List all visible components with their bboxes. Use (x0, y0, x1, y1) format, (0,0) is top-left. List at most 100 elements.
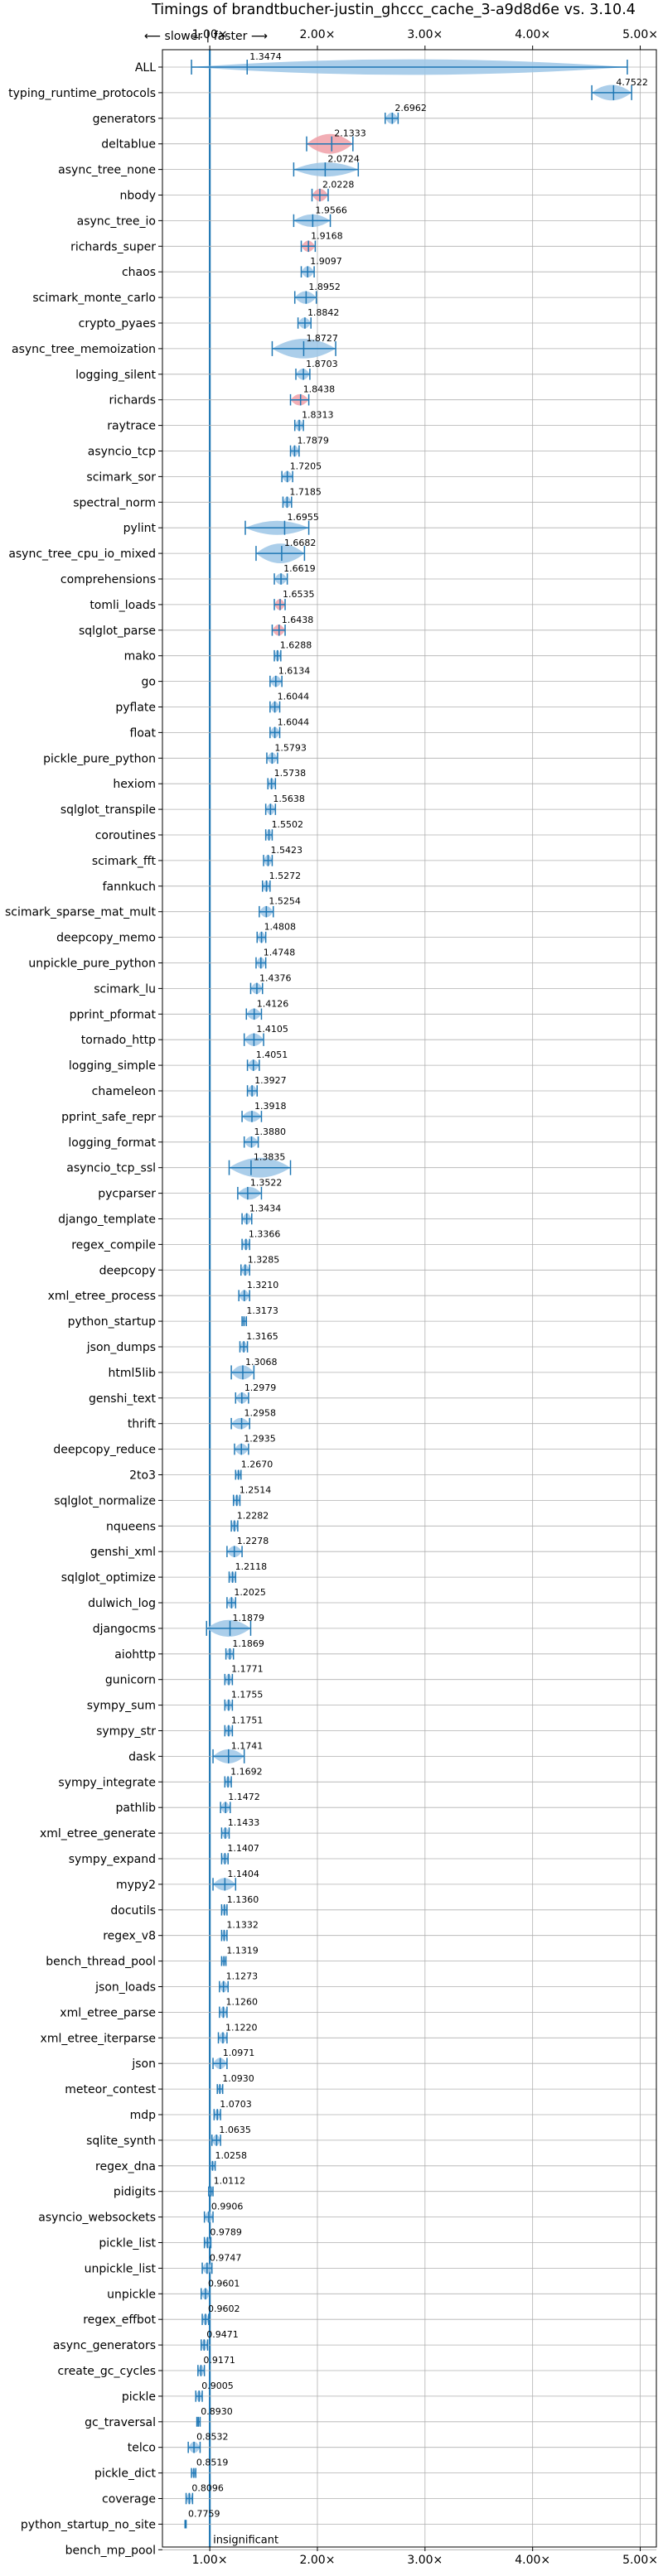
benchmark-label: richards (109, 394, 157, 408)
benchmark-label: sqlglot_optimize (61, 1571, 156, 1585)
benchmark-label: ALL (135, 61, 156, 75)
value-label: 1.3522 (250, 1178, 283, 1189)
value-label: 1.1407 (227, 1843, 259, 1854)
value-label: 4.7522 (616, 77, 648, 88)
benchmark-label: hexiom (113, 778, 156, 791)
benchmark-label: chameleon (92, 1085, 156, 1098)
benchmark-label: async_tree_memoization (12, 343, 156, 356)
benchmark-label: scimark_sparse_mat_mult (5, 906, 156, 919)
benchmark-label: fannkuch (103, 880, 156, 894)
benchmark-label: pickle (122, 2390, 156, 2404)
value-label: 1.3918 (254, 1101, 287, 1112)
x-tick-label: 3.00× (407, 2554, 443, 2567)
value-label: 0.9602 (208, 2303, 240, 2314)
benchmark-label: meteor_contest (65, 2083, 156, 2096)
benchmark-label: crypto_pyaes (79, 317, 156, 330)
benchmark-label: dask (128, 1750, 157, 1763)
benchmark-label: nbody (120, 190, 157, 203)
benchmark-label: genshi_text (89, 1392, 157, 1406)
benchmark-label: regex_v8 (103, 1930, 156, 1943)
benchmark-label: pathlib (116, 1802, 157, 1815)
value-label: 1.4376 (259, 972, 292, 983)
value-label: 1.3285 (248, 1254, 280, 1265)
value-label: 1.6955 (287, 512, 319, 523)
value-label: 1.4105 (256, 1024, 288, 1035)
value-label: 1.6288 (280, 640, 312, 651)
value-label: 0.8930 (201, 2406, 232, 2417)
value-label: 1.8313 (302, 410, 334, 421)
value-label: 0.8096 (191, 2483, 223, 2494)
value-label: 1.5502 (272, 819, 304, 830)
value-label: 1.6682 (284, 538, 317, 548)
benchmark-label: asyncio_websockets (38, 2212, 156, 2225)
benchmark-label: sympy_sum (87, 1700, 156, 1713)
value-label: 2.6962 (394, 103, 427, 113)
value-label: 1.1404 (227, 1869, 259, 1879)
benchmark-label: json_loads (94, 1981, 156, 1995)
benchmark-label: djangocms (93, 1623, 156, 1636)
benchmark-label: mako (124, 650, 156, 663)
benchmark-label: pickle_dict (94, 2467, 157, 2481)
value-labels: 1.3474 4.7522 2.6962 2.1333 2.0724 2.0228 1.95… (188, 51, 648, 2519)
benchmark-label: unpickle_pure_python (28, 958, 156, 971)
value-label: 1.1260 (225, 1996, 258, 2007)
benchmark-label: regex_compile (71, 1238, 156, 1252)
value-label: 0.9747 (210, 2252, 242, 2263)
benchmark-label: sympy_str (96, 1725, 156, 1739)
benchmark-label: go (142, 676, 156, 689)
x-tick-label: 2.00× (300, 28, 336, 41)
benchmark-label: xml_etree_process (48, 1290, 156, 1303)
benchmark-label: pprint_pformat (70, 1008, 157, 1021)
value-label: 1.1869 (232, 1638, 264, 1649)
value-label: 1.3173 (246, 1305, 278, 1316)
benchmark-label: async_tree_none (58, 164, 156, 177)
value-label: 1.4748 (264, 948, 296, 958)
benchmark-label: deltablue (101, 138, 156, 152)
benchmark-label: docutils (110, 1904, 156, 1918)
value-label: 1.7205 (290, 461, 322, 471)
value-label: 1.6535 (283, 589, 315, 600)
benchmark-label: sqlite_synth (86, 2135, 156, 2148)
value-label: 1.0930 (222, 2073, 254, 2084)
insignificant-note: insignificant (213, 2534, 278, 2546)
value-label: 1.5638 (273, 794, 305, 804)
value-label: 1.5272 (269, 871, 302, 881)
benchmark-label: spectral_norm (73, 496, 156, 509)
benchmark-label: dulwich_log (88, 1597, 156, 1610)
value-label: 1.1472 (228, 1792, 260, 1802)
value-label: 1.0112 (214, 2176, 246, 2187)
value-label: 1.0258 (215, 2150, 247, 2161)
value-label: 1.5793 (274, 742, 307, 753)
value-label: 1.5254 (269, 896, 301, 907)
x-tick-label: 2.00× (300, 2554, 336, 2567)
benchmark-label: telco (128, 2442, 156, 2455)
value-label: 1.7185 (289, 486, 322, 497)
benchmark-label: deepcopy_memo (56, 932, 156, 945)
value-label: 1.1360 (227, 1894, 259, 1905)
value-label: 1.1273 (226, 1971, 259, 1982)
value-label: 1.3068 (245, 1357, 278, 1368)
value-label: 1.6438 (282, 615, 314, 625)
grid (162, 50, 656, 2550)
value-label: 1.0635 (219, 2125, 251, 2135)
value-label: 1.1433 (228, 1817, 260, 1828)
value-label: 1.8842 (307, 307, 340, 318)
benchmark-label: bench_mp_pool (65, 2544, 156, 2557)
value-label: 1.2278 (237, 1536, 269, 1546)
value-label: 1.1692 (230, 1766, 263, 1777)
benchmark-label: tornado_http (81, 1034, 156, 1047)
benchmark-label: sqlglot_transpile (60, 803, 156, 817)
benchmark-label: async_generators (53, 2339, 156, 2352)
benchmark-label: regex_effbot (83, 2313, 156, 2327)
benchmark-label: logging_format (68, 1136, 156, 1150)
x-tick-label: 1.00× (192, 28, 228, 41)
value-label: 1.3165 (246, 1331, 278, 1342)
benchmark-label: scimark_sor (86, 470, 156, 484)
benchmark-label: coverage (102, 2493, 156, 2506)
benchmark-label: raytrace (107, 420, 156, 433)
benchmark-label: gc_traversal (85, 2416, 156, 2429)
value-label: 1.3927 (254, 1075, 287, 1086)
value-label: 0.8532 (196, 2432, 229, 2443)
value-label: 2.0228 (322, 180, 355, 191)
benchmark-label: aiohttp (114, 1648, 156, 1662)
